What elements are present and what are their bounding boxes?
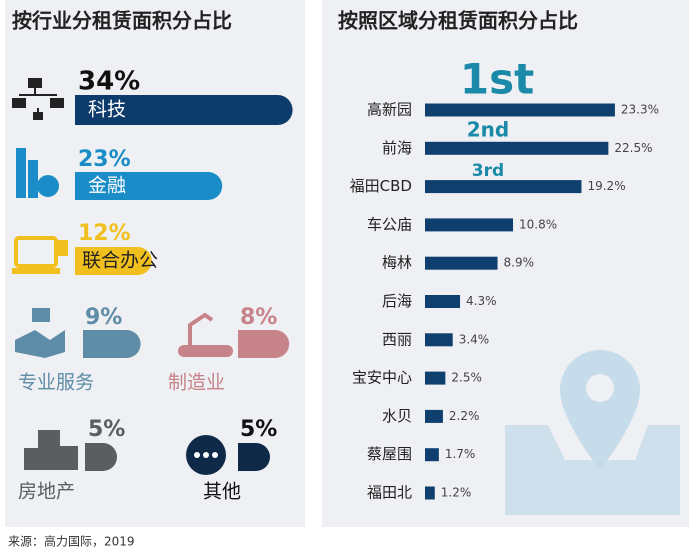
value-label: 12% xyxy=(78,221,131,246)
value-label: 8% xyxy=(240,305,277,330)
source: 来源：高力国际，2019 xyxy=(8,534,135,549)
value-label: 10.8% xyxy=(519,217,557,231)
category-label: 车公庙 xyxy=(367,215,412,233)
bar xyxy=(425,448,439,462)
category-label: 福田CBD xyxy=(350,177,412,195)
rank-annotation: 2nd xyxy=(467,118,509,142)
value-label: 2.5% xyxy=(451,371,482,385)
category-label: 联合办公 xyxy=(82,250,158,272)
finance-icon xyxy=(16,148,59,198)
value-label: 8.9% xyxy=(504,256,535,270)
left-title: 按行业分租赁面积分占比 xyxy=(12,9,232,33)
category-label: 前海 xyxy=(382,139,412,157)
rank-annotation: 1st xyxy=(460,55,534,104)
value-label: 3.4% xyxy=(459,332,490,346)
pill-bar xyxy=(75,95,293,126)
category-label: 房地产 xyxy=(18,481,75,503)
value-label: 23.3% xyxy=(621,103,659,117)
pill-bar xyxy=(75,172,223,200)
pill-bar xyxy=(83,330,141,358)
bar xyxy=(425,486,435,500)
cowork-icon xyxy=(12,236,68,274)
bar xyxy=(425,371,446,385)
value-label: 2.2% xyxy=(449,409,480,423)
manufacture-icon xyxy=(178,312,233,357)
pill-bar xyxy=(75,247,152,275)
realestate-icon xyxy=(24,430,78,470)
map-pin-decoration xyxy=(505,350,680,515)
bar xyxy=(425,256,498,270)
bar xyxy=(425,218,514,232)
pill-bar xyxy=(85,443,117,471)
category-label: 福田北 xyxy=(367,484,412,502)
service-icon xyxy=(15,308,65,358)
category-label: 西丽 xyxy=(382,330,412,348)
rank-annotation: 3rd xyxy=(472,161,504,181)
category-label: 专业服务 xyxy=(18,372,94,394)
value-label: 34% xyxy=(78,67,140,97)
category-label: 蔡屋围 xyxy=(367,445,412,463)
bar xyxy=(425,141,609,155)
bar xyxy=(425,295,461,308)
value-label: 22.5% xyxy=(614,141,652,155)
value-label: 5% xyxy=(88,417,125,442)
other-icon xyxy=(186,435,226,475)
value-label: 1.7% xyxy=(445,447,476,461)
value-label: 9% xyxy=(85,305,122,330)
value-label: 1.2% xyxy=(441,486,472,500)
pill-bar xyxy=(238,330,290,358)
bar xyxy=(425,409,443,423)
category-label: 后海 xyxy=(382,292,412,310)
category-label: 水贝 xyxy=(382,407,412,425)
category-label: 高新园 xyxy=(367,101,412,119)
value-label: 19.2% xyxy=(587,179,625,193)
bar xyxy=(425,103,615,117)
value-label: 4.3% xyxy=(466,294,497,308)
value-label: 5% xyxy=(240,417,277,442)
tech-icon xyxy=(12,78,64,120)
pill-bar xyxy=(238,443,270,471)
category-label: 制造业 xyxy=(168,372,225,394)
category-label: 其他 xyxy=(203,481,241,503)
category-label: 金融 xyxy=(88,175,126,197)
category-label: 宝安中心 xyxy=(352,369,412,387)
category-label: 科技 xyxy=(88,99,126,121)
category-label: 梅林 xyxy=(382,254,412,272)
bar xyxy=(425,333,453,347)
right-title: 按照区域分租赁面积分占比 xyxy=(338,9,578,33)
value-label: 23% xyxy=(78,147,131,172)
bar xyxy=(425,180,582,194)
